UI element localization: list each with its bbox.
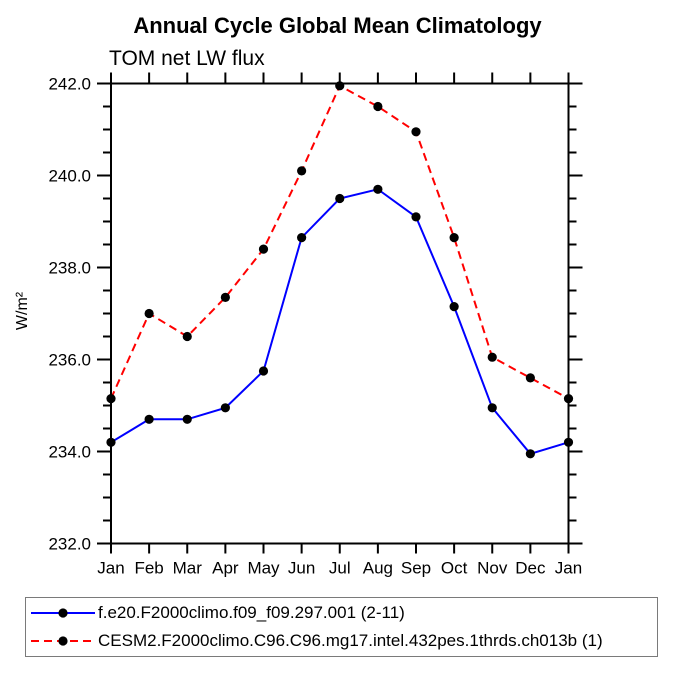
- data-point-marker: [487, 403, 497, 413]
- data-point-marker: [411, 127, 421, 137]
- data-point-marker: [144, 308, 154, 319]
- x-tick-label: Apr: [212, 559, 239, 578]
- x-tick-label: Jul: [329, 559, 351, 578]
- data-point-marker: [563, 394, 574, 404]
- legend-item-series-1: f.e20.F2000climo.f09_f09.297.001 (2-11): [26, 599, 657, 627]
- y-tick-label: 232.0: [48, 535, 91, 554]
- legend: f.e20.F2000climo.f09_f09.297.001 (2-11) …: [25, 597, 658, 657]
- x-tick-label: Mar: [173, 559, 203, 578]
- y-tick-label: 240.0: [48, 167, 91, 186]
- y-tick-label: 242.0: [48, 75, 91, 94]
- data-point-marker: [449, 233, 459, 243]
- data-point-marker: [525, 449, 535, 459]
- legend-line-sample-dashed: [31, 636, 95, 646]
- plot-frame: [110, 82, 570, 545]
- data-point-marker: [449, 302, 459, 312]
- x-tick-label: Oct: [441, 559, 468, 578]
- legend-item-series-2: CESM2.F2000climo.C96.C96.mg17.intel.432p…: [26, 627, 657, 655]
- data-point-marker: [563, 437, 574, 447]
- x-tick-label: Nov: [477, 559, 508, 578]
- data-point-marker: [144, 414, 154, 424]
- data-point-marker: [373, 101, 383, 112]
- series-line-1: [110, 188, 569, 455]
- y-tick-label: 234.0: [48, 443, 91, 462]
- data-point-marker: [258, 366, 269, 376]
- x-tick-label: Jan: [555, 559, 582, 578]
- x-tick-label: Sep: [401, 559, 431, 578]
- y-tick-label: 238.0: [48, 259, 91, 278]
- chart-title: Annual Cycle Global Mean Climatology: [133, 13, 542, 38]
- data-point-marker: [258, 244, 269, 254]
- data-point-marker: [182, 331, 192, 342]
- legend-marker-dot-icon: [58, 636, 68, 646]
- data-point-marker: [335, 193, 345, 204]
- x-tick-label: Dec: [515, 559, 546, 578]
- data-point-marker: [220, 292, 230, 302]
- data-point-marker: [525, 373, 535, 383]
- x-tick-label: Jan: [97, 559, 124, 578]
- data-point-marker: [335, 81, 345, 91]
- x-tick-label: Feb: [134, 559, 163, 578]
- data-point-marker: [297, 233, 307, 243]
- data-point-marker: [411, 212, 421, 222]
- data-point-marker: [487, 352, 497, 362]
- data-point-marker: [106, 394, 116, 404]
- data-point-marker: [106, 437, 116, 447]
- series-line-2: [110, 84, 569, 400]
- data-point-marker: [182, 414, 192, 424]
- legend-marker-dot-icon: [58, 608, 68, 618]
- data-point-marker: [297, 166, 307, 176]
- y-tick-label: 236.0: [48, 351, 91, 370]
- chart-subtitle: TOM net LW flux: [109, 47, 265, 70]
- x-tick-label: Aug: [363, 559, 393, 578]
- data-point-marker: [373, 184, 383, 194]
- x-tick-label: Jun: [288, 559, 315, 578]
- legend-label-series-2: CESM2.F2000climo.C96.C96.mg17.intel.432p…: [98, 631, 603, 650]
- data-point-marker: [220, 403, 230, 413]
- x-tick-label: May: [247, 559, 280, 578]
- legend-label-series-1: f.e20.F2000climo.f09_f09.297.001 (2-11): [98, 603, 405, 622]
- legend-line-sample-solid: [31, 608, 95, 618]
